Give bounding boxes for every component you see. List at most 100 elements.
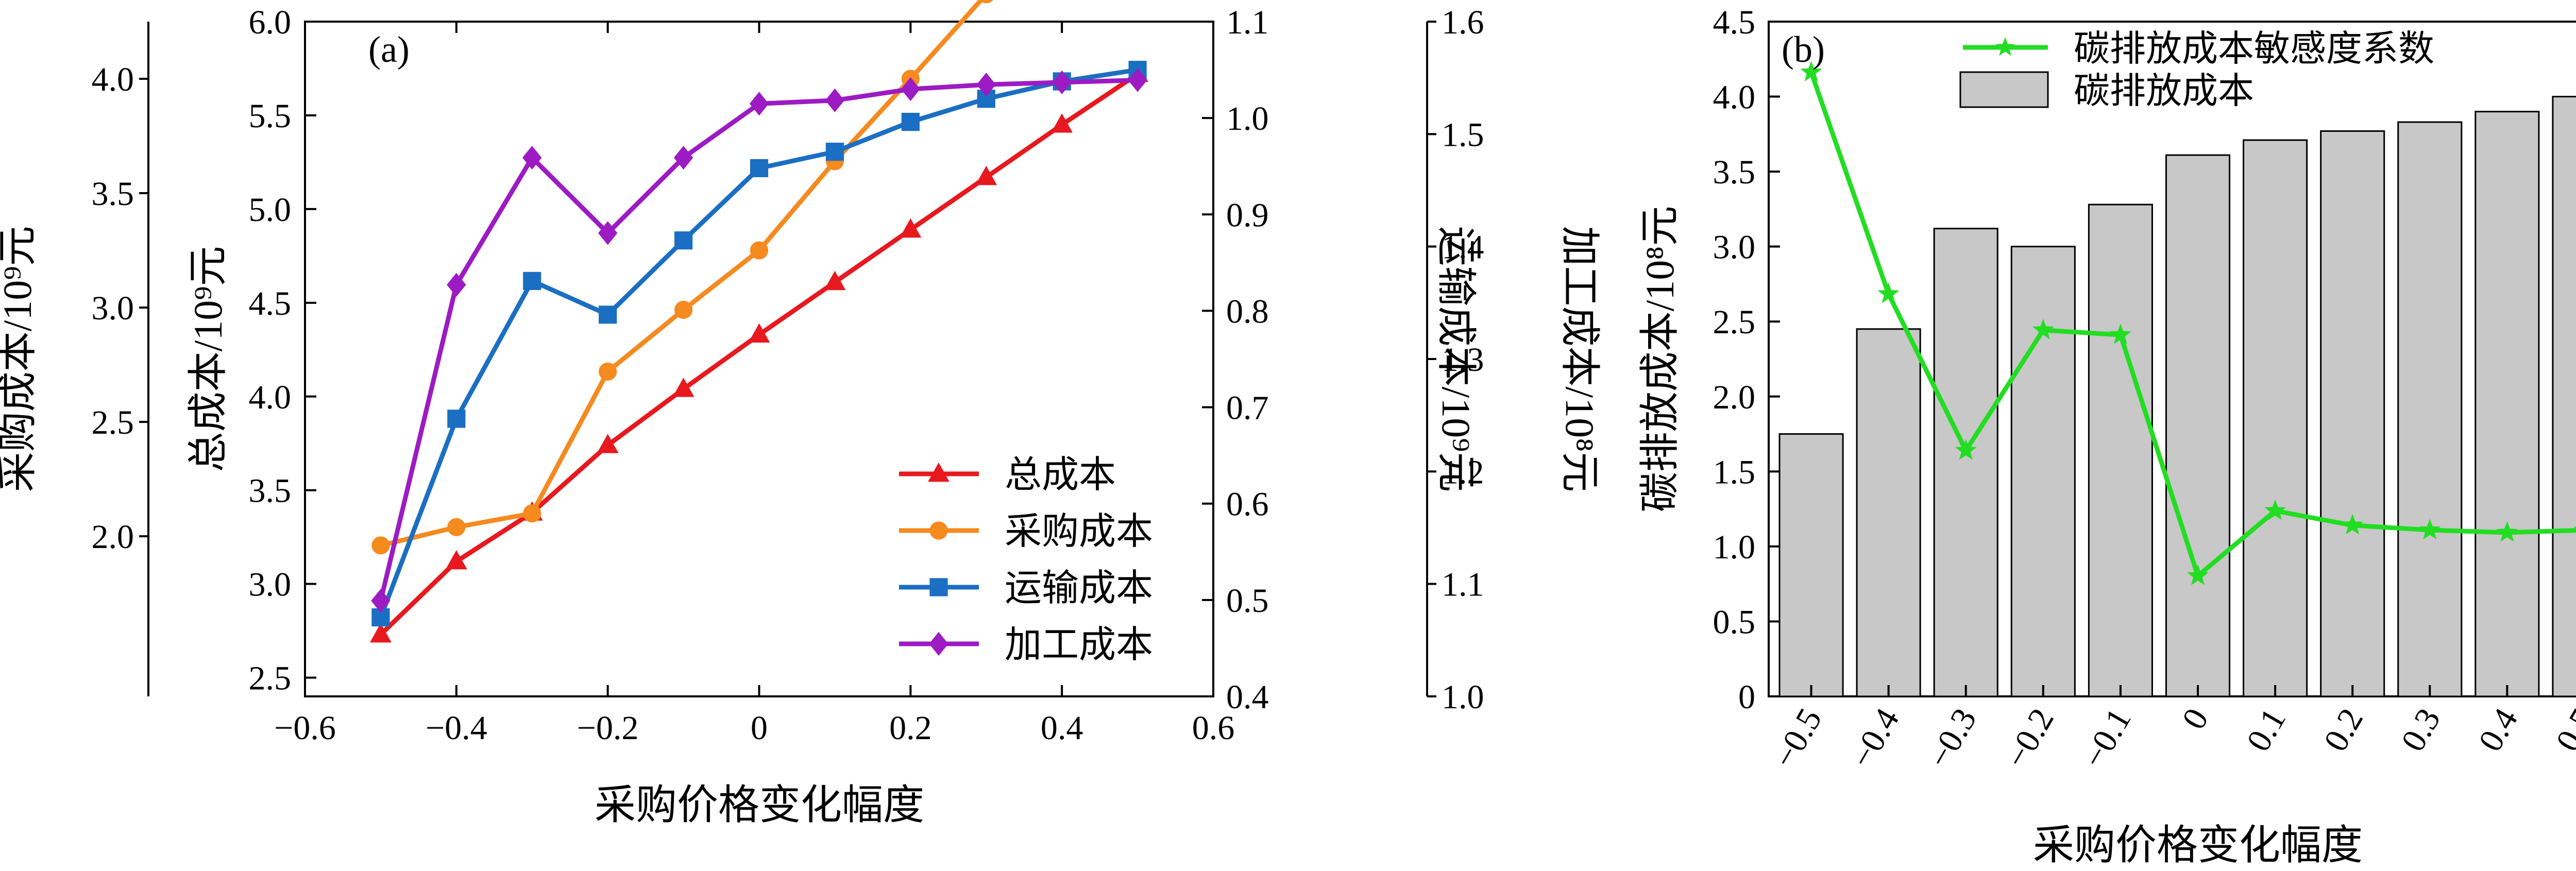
panel-a-data-point-purchase [674, 300, 693, 319]
panel-a-data-point-processing [1052, 70, 1072, 94]
panel-a-processing-tick-label: 1.5 [1442, 116, 1484, 153]
panel-b-data-point [2110, 323, 2131, 344]
panel-a-data-point-total [1051, 113, 1073, 133]
panel-a-total-tick-label: 4.5 [249, 285, 292, 322]
panel-b-bar [2552, 96, 2576, 697]
panel-a-purchase-axis-title: 采购成本/10⁹元 [0, 226, 40, 492]
panel-a-total-tick-label: 4.0 [249, 379, 292, 416]
panel-a-data-point-processing [825, 88, 845, 112]
panel-b-left-tick-label: 1.5 [1713, 453, 1756, 491]
panel-b-bar [2243, 139, 2308, 697]
panel-a-transport-tick-label: 0.7 [1226, 389, 1269, 427]
panel-b-left-tick-label: 2.0 [1713, 379, 1756, 416]
panel-b-line [1800, 61, 2576, 585]
panel-b-left-tick-label: 3.5 [1713, 153, 1756, 191]
panel-a-data-point-transport [750, 159, 769, 178]
panel-b-left-tick-label: 1.0 [1713, 528, 1756, 566]
panel-a-purchase-tick-label: 2.5 [92, 404, 134, 441]
panel-b-x-tick-label: −0.2 [1998, 702, 2061, 774]
panel-a-total-tick-label: 3.0 [249, 566, 292, 604]
panel-a-data-point-total [370, 623, 392, 643]
panel-a-x-tick-label: 0.4 [1041, 709, 1083, 747]
panel-a-data-point-transport [901, 113, 920, 131]
panel-a-legend-label: 加工成本 [1005, 624, 1153, 665]
panel-b-bar [1856, 328, 1921, 697]
panel-b-left-tick-label: 3.0 [1713, 229, 1756, 266]
panel-a-data-point-processing [1128, 68, 1147, 92]
panel-b-x-tick-label: −0.5 [1766, 702, 1829, 774]
panel-b-data-point [2187, 565, 2209, 585]
panel-a-x-tick-label: −0.6 [274, 709, 336, 747]
panel-b-x-tick-label: 0.3 [2394, 702, 2448, 758]
panel-b-x-tick-label: −0.3 [1921, 702, 1984, 774]
panel-b-data-point [1800, 61, 1822, 81]
panel-a-processing-tick-label: 1.3 [1442, 341, 1484, 379]
panel-a-series [370, 0, 1148, 643]
panel-b-data-point [1877, 282, 1900, 303]
panel-b-bar [2475, 111, 2540, 697]
panel-a-data-point-purchase [750, 241, 769, 260]
panel-b-data-point [2342, 514, 2364, 535]
panel-b-x-tick-label: 0.5 [2549, 702, 2576, 758]
panel-b-left-tick-label: 4.5 [1713, 4, 1756, 41]
panel-a-x-tick-label: −0.2 [577, 709, 639, 747]
panel-b-bar [1933, 228, 1998, 697]
panel-a-purchase-tick-label: 2.0 [92, 518, 134, 556]
panel-a-transport-tick-label: 0.9 [1226, 196, 1269, 234]
panel-a-data-point-transport [977, 90, 995, 108]
panel-a-data-point-total [824, 270, 846, 291]
panel-a-data-point-purchase [599, 362, 617, 381]
panel-b-legend-label: 碳排放成本敏感度系数 [2074, 29, 2434, 69]
panel-b-bar [2397, 121, 2463, 697]
panel-a-data-point-transport [523, 271, 541, 291]
panel-a-axes: −0.6 −0.4 −0.2 0 0.2 0.4 0.62.53.03.54.04.55.0… [0, 4, 1602, 747]
panel-a-data-point-purchase [979, 0, 993, 4]
panel-a-legend-label: 总成本 [1005, 454, 1116, 496]
panel-b-x-tick-label: −0.1 [2075, 702, 2139, 774]
panel-a: (a) −0.6 −0.4 −0.2 0 0.2 0.4 0.62.53.03.54.04.… [0, 0, 1602, 828]
panel-b-legend-marker [1995, 37, 2015, 56]
panel-a-total-tick-label: 2.5 [249, 660, 292, 697]
panel-b-label: (b) [1782, 29, 1825, 70]
panel-a-purchase-tick-label: 4.0 [92, 61, 134, 98]
panel-b-data-point [2032, 318, 2054, 339]
panel-a-x-axis-title: 采购价格变化幅度 [595, 783, 924, 828]
panel-b-legend-label: 碳排放成本 [2074, 72, 2254, 111]
panel-a-data-point-purchase [447, 518, 466, 536]
panel-a-transport-tick-label: 1.0 [1226, 100, 1269, 138]
panel-b-left-tick-label: 4.0 [1713, 79, 1756, 116]
panel-a-transport-axis-title: 运输成本/10⁹元 [1434, 226, 1479, 492]
panel-a-x-tick-label: 0 [751, 709, 768, 747]
panel-a-total-tick-label: 5.0 [249, 191, 292, 229]
panel-a-data-point-total [900, 218, 922, 238]
panel-b-left-axis-title: 碳排放成本/10⁸元 [1637, 206, 1682, 513]
panel-a-processing-tick-label: 1.4 [1442, 229, 1484, 266]
panel-a-legend-label: 运输成本 [1005, 568, 1153, 609]
panel-a-legend-marker [929, 578, 948, 596]
panel-a-data-point-transport [825, 143, 844, 161]
panel-b-bar [2165, 154, 2231, 697]
panel-b-left-tick-label: 0 [1738, 678, 1755, 716]
panel-a-data-point-processing [371, 589, 391, 613]
panel-a-transport-tick-label: 0.5 [1226, 582, 1269, 620]
panel-a-data-point-total [597, 434, 619, 453]
panel-a-purchase-tick-label: 3.5 [92, 175, 134, 213]
panel-a-transport-tick-label: 0.8 [1226, 293, 1269, 330]
panel-a-data-point-total [672, 378, 694, 397]
panel-a-data-point-processing [522, 146, 542, 170]
panel-a-transport-tick-label: 0.6 [1226, 486, 1269, 523]
panel-b-bar [1778, 433, 1844, 697]
panel-a-data-point-processing [901, 77, 921, 101]
panel-a-data-point-processing [447, 272, 466, 297]
panel-a-transport-tick-label: 0.4 [1226, 678, 1269, 716]
panel-b-data-point [2419, 519, 2441, 539]
panel-a-legend-marker [928, 463, 950, 482]
panel-a-total-tick-label: 3.5 [249, 472, 292, 510]
panel-a-purchase-tick-label: 3.0 [92, 289, 134, 327]
panel-a-processing-axis-title: 加工成本/10⁸元 [1557, 226, 1602, 492]
panel-a-processing-tick-label: 1.6 [1442, 4, 1484, 41]
panel-a-data-point-total [748, 323, 770, 343]
panel-a-data-point-transport [599, 305, 617, 324]
